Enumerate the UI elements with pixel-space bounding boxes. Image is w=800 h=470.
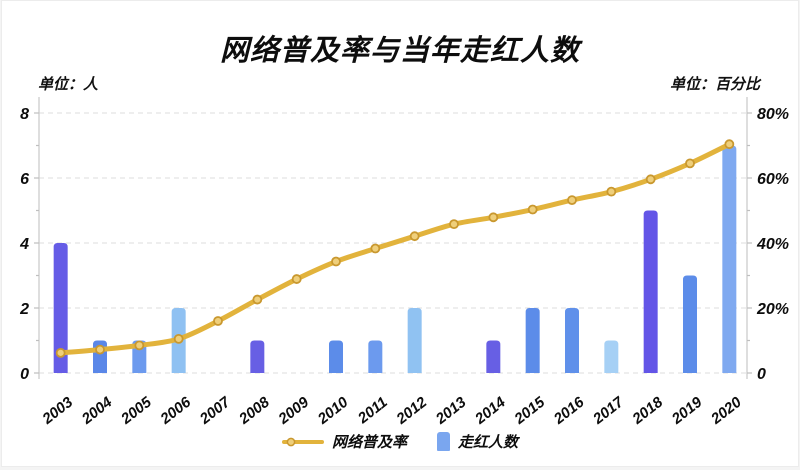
- svg-text:40%: 40%: [756, 236, 789, 253]
- svg-text:2014: 2014: [471, 393, 509, 428]
- chart-line: [55, 139, 735, 358]
- svg-text:60%: 60%: [757, 171, 789, 188]
- legend-item-line: 网络普及率: [281, 431, 407, 452]
- svg-text:2012: 2012: [393, 393, 431, 428]
- chart-axes: [34, 97, 752, 379]
- chart-legend: 网络普及率 走红人数: [2, 431, 798, 452]
- svg-text:2005: 2005: [117, 393, 155, 428]
- svg-text:2009: 2009: [275, 393, 313, 428]
- chart-bars: [53, 145, 737, 373]
- legend-item-bar: 走红人数: [437, 431, 518, 452]
- chart-title: 网络普及率与当年走红人数: [219, 35, 580, 67]
- svg-text:2016: 2016: [550, 393, 588, 428]
- svg-text:6: 6: [20, 171, 29, 188]
- svg-text:2006: 2006: [157, 393, 195, 428]
- legend-line-label: 网络普及率: [331, 434, 407, 451]
- line-series-swatch-icon: [281, 437, 324, 446]
- svg-text:2003: 2003: [39, 393, 77, 428]
- svg-text:2008: 2008: [235, 393, 273, 428]
- legend-bar-label: 走红人数: [458, 434, 519, 451]
- svg-text:2015: 2015: [511, 393, 549, 428]
- svg-text:2004: 2004: [78, 393, 116, 428]
- svg-text:2018: 2018: [629, 393, 667, 428]
- svg-text:20%: 20%: [756, 301, 789, 318]
- svg-text:80%: 80%: [757, 106, 789, 123]
- svg-text:4: 4: [19, 236, 29, 253]
- svg-text:2011: 2011: [354, 394, 391, 428]
- svg-text:0: 0: [20, 366, 29, 383]
- svg-text:2019: 2019: [668, 393, 706, 428]
- svg-text:2017: 2017: [589, 393, 627, 428]
- svg-text:8: 8: [20, 106, 29, 123]
- svg-text:2020: 2020: [707, 393, 745, 428]
- svg-text:2010: 2010: [314, 393, 352, 428]
- right-axis-unit: 单位：百分比: [669, 76, 760, 93]
- svg-text:2013: 2013: [432, 393, 470, 428]
- svg-text:0: 0: [757, 366, 766, 383]
- svg-text:2007: 2007: [196, 393, 234, 428]
- svg-text:2: 2: [19, 301, 29, 318]
- bar-series-swatch-icon: [437, 432, 450, 451]
- left-axis-unit: 单位：人: [38, 76, 99, 93]
